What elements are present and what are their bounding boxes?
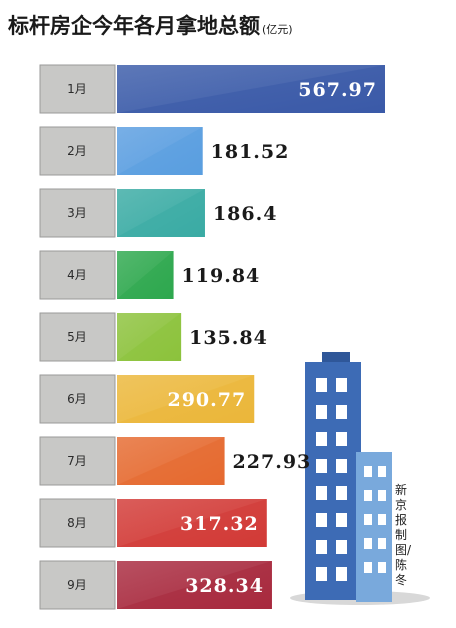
value-label: 567.97 — [298, 79, 377, 101]
month-label: 4月 — [67, 268, 87, 282]
month-label: 7月 — [67, 454, 87, 468]
bar-shade — [117, 189, 205, 237]
window — [336, 405, 347, 419]
window — [316, 567, 327, 581]
month-label-box — [39, 126, 116, 176]
window — [378, 514, 386, 525]
month-label-box — [39, 560, 116, 610]
window — [378, 562, 386, 573]
window — [316, 405, 327, 419]
window — [316, 513, 327, 527]
window — [316, 432, 327, 446]
month-label: 9月 — [67, 578, 87, 592]
month-label: 3月 — [67, 206, 87, 220]
window — [378, 466, 386, 477]
month-label: 5月 — [67, 330, 87, 344]
bar-shade — [117, 561, 272, 609]
month-label-box — [39, 436, 116, 486]
unit-label: (亿元) — [262, 23, 293, 36]
month-label: 2月 — [67, 144, 87, 158]
bar-shade — [117, 437, 225, 485]
bar-shade — [117, 65, 385, 113]
value-label: 119.84 — [182, 265, 261, 287]
month-label-box — [39, 312, 116, 362]
window — [364, 562, 372, 573]
bar-shade — [117, 375, 255, 423]
month-label-box — [39, 498, 116, 548]
tall-building-roof — [322, 352, 350, 362]
bar-shade — [117, 127, 203, 175]
building-windows — [316, 378, 386, 581]
window — [336, 540, 347, 554]
window — [316, 540, 327, 554]
window — [316, 378, 327, 392]
short-building — [356, 452, 392, 602]
window — [336, 459, 347, 473]
window — [316, 486, 327, 500]
window — [364, 490, 372, 501]
credit-text: 新京报制图/陈冬 — [395, 483, 412, 587]
value-label: 135.84 — [189, 327, 268, 349]
value-label: 290.77 — [167, 389, 246, 411]
value-label: 186.4 — [213, 203, 277, 225]
value-label: 181.52 — [211, 141, 290, 163]
month-label-box — [39, 64, 116, 114]
month-label: 6月 — [67, 392, 87, 406]
window — [364, 466, 372, 477]
value-label: 328.34 — [185, 575, 264, 597]
month-label-box — [39, 374, 116, 424]
window — [336, 378, 347, 392]
tall-building — [305, 362, 361, 600]
window — [336, 486, 347, 500]
window — [378, 538, 386, 549]
window — [336, 432, 347, 446]
bar-shade — [117, 251, 174, 299]
building-illustration — [290, 352, 430, 605]
window — [336, 513, 347, 527]
window — [336, 567, 347, 581]
month-label: 1月 — [67, 82, 87, 96]
window — [316, 459, 327, 473]
window — [378, 490, 386, 501]
window — [364, 514, 372, 525]
bars-group: 1月 567.97 2月 181.52 3月 186.4 4月 119.84 5月 135.84 6… — [39, 64, 385, 610]
value-label: 317.32 — [180, 513, 259, 535]
value-label: 227.93 — [233, 451, 312, 473]
month-label-box — [39, 188, 116, 238]
bar-shade — [117, 313, 182, 361]
month-label: 8月 — [67, 516, 87, 530]
bar-shade — [117, 499, 267, 547]
chart-title: 标杆房企今年各月拿地总额 (亿元) — [8, 10, 293, 40]
chart-title-text: 标杆房企今年各月拿地总额 — [8, 14, 260, 38]
window — [364, 538, 372, 549]
month-label-box — [39, 250, 116, 300]
